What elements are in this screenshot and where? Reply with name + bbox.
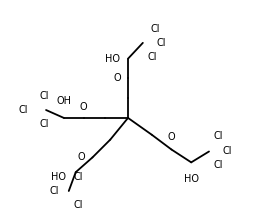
Text: Cl: Cl xyxy=(19,105,28,115)
Text: O: O xyxy=(78,153,86,162)
Text: O: O xyxy=(80,102,87,112)
Text: HO: HO xyxy=(51,172,66,182)
Text: O: O xyxy=(168,132,175,142)
Text: HO: HO xyxy=(105,54,120,64)
Text: Cl: Cl xyxy=(74,172,83,182)
Text: OH: OH xyxy=(56,96,71,106)
Text: Cl: Cl xyxy=(49,186,59,196)
Text: Cl: Cl xyxy=(148,52,157,62)
Text: Cl: Cl xyxy=(39,91,49,101)
Text: Cl: Cl xyxy=(214,131,223,141)
Text: O: O xyxy=(113,73,121,83)
Text: Cl: Cl xyxy=(74,200,83,210)
Text: Cl: Cl xyxy=(223,147,232,157)
Text: HO: HO xyxy=(184,174,199,184)
Text: Cl: Cl xyxy=(151,24,160,34)
Text: Cl: Cl xyxy=(157,38,166,48)
Text: Cl: Cl xyxy=(214,160,223,170)
Text: Cl: Cl xyxy=(39,119,49,129)
